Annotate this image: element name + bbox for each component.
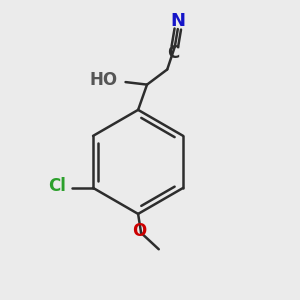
Text: HO: HO [90, 71, 118, 89]
Text: C: C [167, 44, 179, 62]
Text: Cl: Cl [48, 177, 66, 195]
Text: O: O [133, 222, 147, 240]
Text: N: N [170, 12, 185, 30]
